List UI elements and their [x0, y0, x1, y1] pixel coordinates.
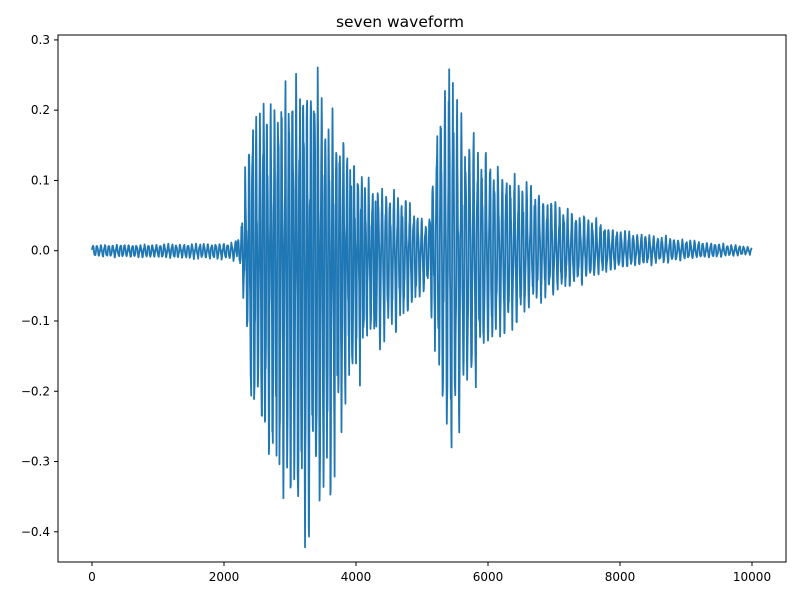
y-tick-label: 0.0	[31, 244, 50, 258]
y-axis: 0.3 0.2 0.1 0.0 −0.1 −0.2 −0.3 −0.4	[21, 33, 58, 539]
waveform-path	[91, 66, 753, 549]
chart-title: seven waveform	[335, 13, 465, 31]
x-tick-label: 0	[88, 570, 96, 584]
axes-frame	[57, 34, 787, 563]
y-tick-label: 0.2	[31, 103, 50, 117]
x-tick-label: 4000	[341, 570, 372, 584]
y-tick-label: −0.1	[21, 314, 50, 328]
y-tick-label: 0.1	[31, 173, 50, 187]
y-tick-label: −0.4	[21, 525, 50, 539]
x-axis: 0 2000 4000 6000 8000 10000	[88, 562, 771, 584]
y-tick-label: −0.3	[21, 455, 50, 469]
x-tick-label: 6000	[473, 570, 504, 584]
x-tick-label: 8000	[605, 570, 636, 584]
y-tick-label: −0.2	[21, 384, 50, 398]
y-tick-label: 0.3	[31, 33, 50, 47]
x-tick-label: 2000	[209, 570, 240, 584]
x-tick-label: 10000	[733, 570, 771, 584]
waveform-line	[91, 66, 753, 549]
